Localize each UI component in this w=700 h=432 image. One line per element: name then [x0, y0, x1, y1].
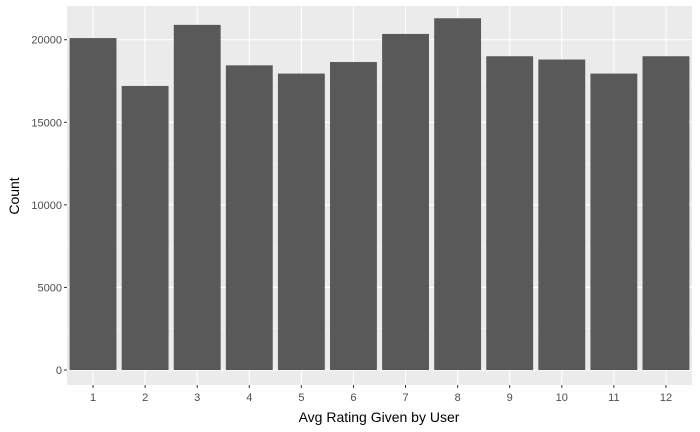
- x-tick-label: 1: [90, 392, 96, 404]
- x-tick-label: 10: [556, 392, 568, 404]
- plot-panel: [67, 6, 692, 385]
- bar: [382, 33, 429, 371]
- x-tick-label: 8: [455, 392, 461, 404]
- y-axis-ticks: 0 5000 10000 15000 20000: [31, 35, 67, 377]
- bar: [486, 56, 534, 371]
- grid-minor: [67, 80, 692, 330]
- x-tick-label: 3: [194, 392, 200, 404]
- bar: [434, 18, 482, 371]
- bar: [642, 56, 690, 371]
- x-tick-label: 12: [660, 392, 672, 404]
- bar: [225, 65, 273, 370]
- bar: [590, 73, 638, 371]
- x-tick-label: 11: [608, 392, 619, 404]
- x-tick-label: 2: [142, 392, 148, 404]
- y-tick-label: 0: [56, 365, 62, 377]
- x-axis-ticks: 1 2 3 4 5 6 7 8 9 10 11 12: [90, 385, 672, 404]
- y-tick-label: 5000: [38, 282, 62, 294]
- bar: [121, 85, 169, 370]
- y-tick-label: 20000: [31, 35, 62, 47]
- bar: [69, 38, 117, 370]
- x-tick-label: 5: [298, 392, 304, 404]
- bar: [277, 73, 325, 371]
- bar: [330, 62, 377, 371]
- bar: [538, 59, 586, 370]
- bar: [173, 24, 221, 370]
- y-tick-label: 15000: [31, 117, 62, 129]
- y-tick-label: 10000: [31, 200, 62, 212]
- x-tick-label: 7: [402, 392, 408, 404]
- x-tick-label: 6: [350, 392, 356, 404]
- bars: [69, 18, 690, 371]
- y-axis-title: Count: [6, 177, 22, 214]
- x-tick-label: 9: [507, 392, 513, 404]
- x-tick-label: 4: [246, 392, 252, 404]
- x-axis-title: Avg Rating Given by User: [299, 409, 460, 425]
